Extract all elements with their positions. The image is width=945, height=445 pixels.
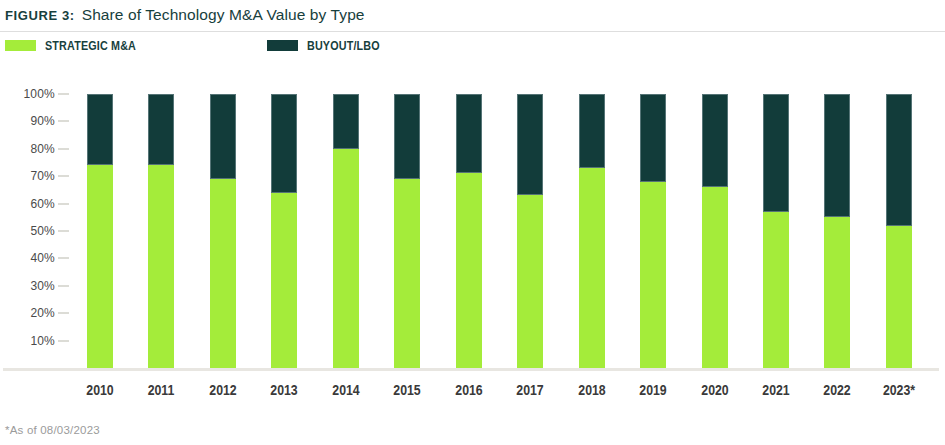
bar-segment-buyout <box>579 94 605 168</box>
x-axis-label: 2011 <box>148 382 175 398</box>
figure-header: FIGURE 3: Share of Technology M&A Value … <box>5 6 365 24</box>
header-divider <box>0 31 945 32</box>
bar-group-2017: 2017 <box>517 94 543 368</box>
bar-group-2018: 2018 <box>579 94 605 368</box>
bar-segment-buyout <box>333 94 359 149</box>
legend-item-buyout: BUYOUT/LBO <box>267 39 392 52</box>
bar-segment-buyout <box>394 94 420 179</box>
bar-segment-buyout <box>271 94 297 193</box>
y-axis-label: 70% <box>0 169 55 183</box>
bar-segment-strategic <box>824 217 850 368</box>
x-axis-baseline <box>3 368 939 371</box>
bar-group-2012: 2012 <box>210 94 236 368</box>
x-axis-label: 2021 <box>762 382 789 398</box>
y-axis-label: 90% <box>0 114 55 128</box>
x-axis-label: 2018 <box>578 382 605 398</box>
bars-area: 2010 2011 2012 2013 2014 2015 2016 2017 2018 2019… <box>87 94 912 368</box>
y-axis-label: 50% <box>0 224 55 238</box>
y-axis-tick <box>58 340 69 342</box>
x-axis-label: 2015 <box>394 382 421 398</box>
bar-group-2014: 2014 <box>333 94 359 368</box>
bar-segment-buyout <box>763 94 789 212</box>
legend-label-strategic: STRATEGIC M&A <box>45 39 136 53</box>
bar-segment-buyout <box>456 94 482 173</box>
bar-segment-buyout <box>210 94 236 179</box>
bar-segment-buyout <box>87 94 113 165</box>
y-axis-label: 80% <box>0 142 55 156</box>
y-axis-tick <box>58 285 69 287</box>
bar-segment-strategic <box>333 149 359 368</box>
bar-segment-buyout <box>640 94 666 182</box>
bar-segment-strategic <box>210 179 236 368</box>
y-axis-tick <box>58 148 69 150</box>
figure-number-label: FIGURE 3: <box>5 8 75 23</box>
y-axis-label: 10% <box>0 334 55 348</box>
y-axis-tick <box>58 93 69 95</box>
x-axis-label: 2013 <box>271 382 298 398</box>
bar-group-2021: 2021 <box>763 94 789 368</box>
y-axis-label: 30% <box>0 279 55 293</box>
x-axis-label: 2022 <box>824 382 851 398</box>
bar-segment-buyout <box>824 94 850 217</box>
strategic-color-swatch <box>5 40 36 51</box>
y-axis-tick <box>58 230 69 232</box>
legend-item-strategic: STRATEGIC M&A <box>5 39 151 52</box>
bar-segment-buyout <box>702 94 728 187</box>
figure-title: Share of Technology M&A Value by Type <box>82 6 365 24</box>
x-axis-label: 2023* <box>883 382 915 398</box>
bar-group-2010: 2010 <box>87 94 113 368</box>
y-axis-label: 20% <box>0 306 55 320</box>
bar-group-2019: 2019 <box>640 94 666 368</box>
figure-container: FIGURE 3: Share of Technology M&A Value … <box>0 0 945 445</box>
x-axis-label: 2016 <box>455 382 482 398</box>
x-axis-label: 2019 <box>639 382 666 398</box>
bar-segment-strategic <box>702 187 728 368</box>
bar-segment-strategic <box>456 173 482 368</box>
y-axis-tick <box>58 312 69 314</box>
bar-segment-buyout <box>517 94 543 195</box>
bar-segment-strategic <box>886 226 912 368</box>
y-axis-tick <box>58 257 69 259</box>
y-axis-label: 100% <box>0 87 55 101</box>
y-axis-label: 60% <box>0 197 55 211</box>
bar-segment-strategic <box>87 165 113 368</box>
bar-group-2016: 2016 <box>456 94 482 368</box>
bar-segment-strategic <box>517 195 543 368</box>
buyout-color-swatch <box>267 40 298 51</box>
x-axis-label: 2014 <box>332 382 359 398</box>
y-axis-tick <box>58 203 69 205</box>
bar-group-2015: 2015 <box>394 94 420 368</box>
legend-label-buyout: BUYOUT/LBO <box>307 39 380 53</box>
x-axis-label: 2017 <box>516 382 543 398</box>
footnote: *As of 08/03/2023 <box>5 424 100 436</box>
bar-group-2013: 2013 <box>271 94 297 368</box>
y-axis-label: 40% <box>0 251 55 265</box>
bar-segment-strategic <box>394 179 420 368</box>
x-axis-label: 2020 <box>701 382 728 398</box>
bar-segment-strategic <box>640 182 666 368</box>
bar-segment-strategic <box>148 165 174 368</box>
bar-group-2022: 2022 <box>824 94 850 368</box>
bar-segment-buyout <box>148 94 174 165</box>
bar-group-2020: 2020 <box>702 94 728 368</box>
bar-group-2023: 2023* <box>886 94 912 368</box>
bar-segment-strategic <box>271 193 297 368</box>
bar-group-2011: 2011 <box>148 94 174 368</box>
bar-segment-strategic <box>579 168 605 368</box>
bar-segment-strategic <box>763 212 789 368</box>
x-axis-label: 2012 <box>209 382 236 398</box>
bar-segment-buyout <box>886 94 912 226</box>
y-axis-tick <box>58 120 69 122</box>
x-axis-label: 2010 <box>86 382 113 398</box>
y-axis-tick <box>58 175 69 177</box>
